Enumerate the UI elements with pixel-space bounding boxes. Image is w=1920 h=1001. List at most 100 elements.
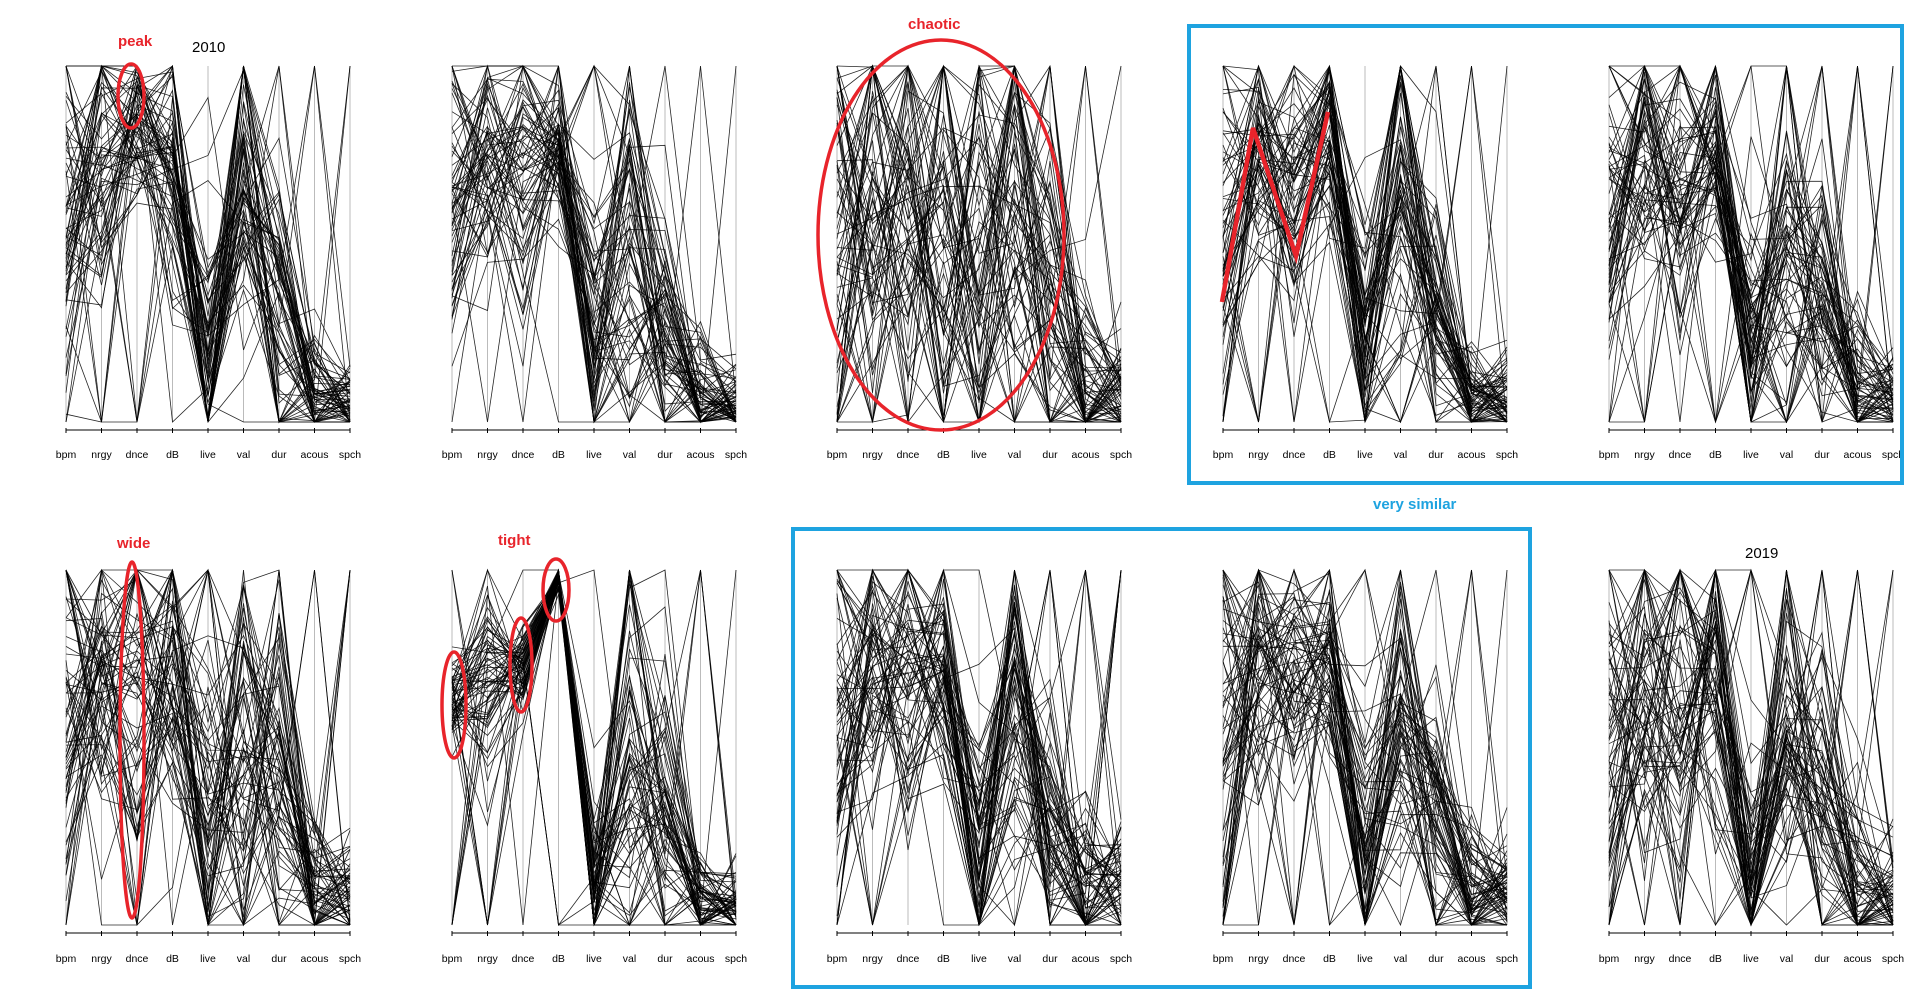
song-line <box>65 113 351 423</box>
song-line <box>836 569 1122 874</box>
panel-3: bpm nrgy dnce dB live val dur acous spch <box>827 64 1132 461</box>
song-line <box>1222 569 1508 926</box>
very-similar-label: very similar <box>1373 496 1457 513</box>
song-line <box>836 665 1122 927</box>
song-line <box>1608 657 1894 926</box>
axis-label-spch: spch <box>1110 449 1132 461</box>
song-line <box>1222 569 1508 857</box>
song-line <box>65 625 351 926</box>
song-line <box>836 127 1122 423</box>
song-line <box>836 72 1122 423</box>
song-line <box>836 78 1122 423</box>
song-line <box>1608 569 1894 926</box>
axis-label-val: val <box>237 449 250 461</box>
song-line <box>1608 65 1894 424</box>
similar-box-bottom <box>791 527 1532 989</box>
axis-label-live: live <box>1743 449 1759 461</box>
song-line <box>836 569 1122 847</box>
song-line <box>1609 569 1894 926</box>
song-line <box>1222 148 1508 423</box>
song-line <box>451 65 737 423</box>
song-line <box>836 97 1122 402</box>
axis-label-live: live <box>971 449 987 461</box>
tight-dB-ellipse <box>541 557 571 623</box>
panel-2: bpm nrgy dnce dB live val dur acous spch <box>442 64 747 461</box>
song-line <box>451 65 737 408</box>
song-line <box>836 594 1122 926</box>
song-line <box>65 112 351 423</box>
song-line <box>1222 65 1508 423</box>
song-line <box>1222 64 1508 404</box>
axis-label-nrgy: nrgy <box>862 953 883 965</box>
song-line <box>1222 581 1508 911</box>
song-line <box>1222 590 1508 926</box>
axis-label-acous: acous <box>1071 449 1099 461</box>
axis-label-acous: acous <box>1457 953 1485 965</box>
axis-label-nrgy: nrgy <box>477 953 498 965</box>
song-line <box>836 593 1122 927</box>
tight-annotation-label: tight <box>498 532 530 549</box>
axis-label-dB: dB <box>166 953 179 965</box>
song-line <box>451 569 737 926</box>
song-line <box>451 585 737 924</box>
song-line <box>1608 569 1894 857</box>
song-line <box>451 218 737 423</box>
song-line <box>1222 704 1508 926</box>
axis-label-dB: dB <box>552 953 565 965</box>
song-line <box>65 717 351 897</box>
axis-label-val: val <box>623 449 636 461</box>
song-line <box>836 128 1122 423</box>
song-line <box>65 65 351 423</box>
song-line <box>1222 131 1508 423</box>
song-line <box>65 568 351 853</box>
song-line <box>1222 65 1508 416</box>
song-line <box>1608 569 1894 926</box>
song-line <box>1608 100 1894 423</box>
song-line <box>836 65 1122 423</box>
song-line <box>451 571 737 926</box>
song-line <box>1222 660 1508 917</box>
axis-label-acous: acous <box>300 449 328 461</box>
song-line <box>1222 644 1508 926</box>
song-line <box>65 84 351 423</box>
song-line <box>1608 110 1894 423</box>
axis-label-val: val <box>623 953 636 965</box>
axis-label-dnce: dnce <box>126 449 149 461</box>
song-line <box>65 569 351 904</box>
axis-label-dnce: dnce <box>126 953 149 965</box>
axis-label-dnce: dnce <box>1669 953 1692 965</box>
axis-label-acous: acous <box>1457 449 1485 461</box>
axis-label-dB: dB <box>1323 449 1336 461</box>
axis-label-nrgy: nrgy <box>1248 953 1269 965</box>
song-line <box>1608 87 1894 407</box>
song-line <box>452 65 737 423</box>
song-line <box>836 120 1122 423</box>
song-line <box>451 153 737 424</box>
song-line <box>65 130 351 410</box>
song-line <box>836 659 1122 906</box>
axis-label-bpm: bpm <box>56 449 77 461</box>
song-line <box>1608 96 1894 423</box>
song-line <box>451 65 737 413</box>
song-line <box>836 65 1122 423</box>
axis-label-live: live <box>586 953 602 965</box>
song-line <box>451 98 737 424</box>
axis-label-dur: dur <box>1428 449 1444 461</box>
song-line <box>1608 65 1894 383</box>
peak-annotation-label: peak <box>118 33 153 50</box>
axis-label-nrgy: nrgy <box>91 953 112 965</box>
song-line <box>836 65 1122 423</box>
axis-label-dB: dB <box>552 449 565 461</box>
song-line <box>1608 165 1894 417</box>
axis-label-bpm: bpm <box>1213 449 1234 461</box>
song-line <box>1222 626 1508 926</box>
song-line <box>451 65 737 424</box>
song-line <box>1608 568 1894 926</box>
song-line <box>65 65 350 423</box>
panel-4: bpm nrgy dnce dB live val dur acous spch <box>1213 64 1518 461</box>
song-line <box>836 135 1122 423</box>
axis-label-dB: dB <box>937 953 950 965</box>
song-line <box>1222 645 1508 908</box>
song-line <box>65 569 351 923</box>
